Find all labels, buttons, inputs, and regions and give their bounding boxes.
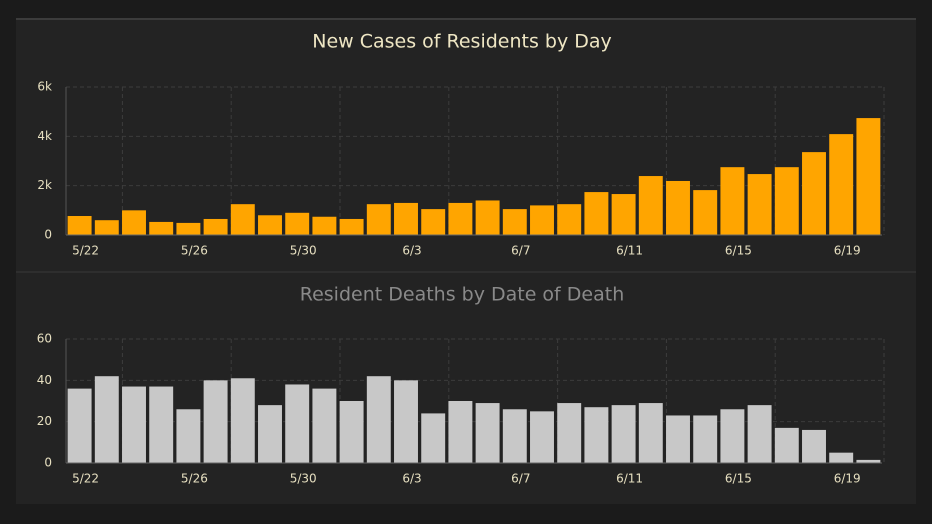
bar — [67, 388, 92, 463]
bar — [448, 401, 473, 463]
chart-title: Resident Deaths by Date of Death — [300, 284, 625, 306]
x-tick-label: 6/11 — [616, 472, 643, 486]
bar — [502, 209, 527, 235]
bar — [421, 209, 446, 235]
bar — [203, 218, 228, 235]
bar — [176, 409, 201, 463]
bar — [638, 403, 663, 463]
bar — [666, 415, 690, 463]
bar — [530, 205, 554, 235]
bar — [258, 215, 282, 235]
bar — [557, 403, 582, 463]
x-tick-label: 6/19 — [834, 244, 861, 258]
bar — [285, 212, 310, 235]
bar — [747, 405, 772, 463]
x-tick-label: 6/15 — [725, 244, 752, 258]
bar — [475, 200, 500, 235]
bar — [94, 376, 119, 463]
bar — [366, 376, 391, 463]
x-tick-label: 6/15 — [725, 472, 752, 486]
bar — [829, 452, 854, 463]
bar — [67, 216, 92, 235]
bar — [421, 413, 446, 463]
bar — [258, 405, 282, 463]
bar — [666, 180, 690, 235]
bar — [693, 415, 718, 463]
x-tick-label: 6/19 — [834, 472, 861, 486]
bar — [149, 221, 174, 235]
bar — [230, 378, 255, 463]
bar — [394, 202, 418, 235]
y-tick-label: 4k — [37, 129, 52, 143]
bar — [829, 134, 854, 235]
bar — [530, 411, 554, 463]
x-tick-label: 6/11 — [616, 244, 643, 258]
bar — [584, 407, 609, 463]
bar — [94, 220, 119, 235]
bar — [747, 174, 772, 235]
bar — [720, 167, 745, 235]
bar — [122, 210, 146, 235]
bar — [122, 386, 146, 463]
bar — [856, 459, 881, 463]
x-tick-label: 5/30 — [290, 472, 317, 486]
bar — [394, 380, 418, 463]
y-tick-label: 2k — [37, 178, 52, 192]
y-tick-label: 20 — [37, 414, 52, 428]
bar — [176, 222, 201, 235]
x-tick-label: 6/7 — [511, 244, 530, 258]
x-tick-label: 5/22 — [72, 472, 99, 486]
bar — [285, 384, 310, 463]
bar — [611, 405, 636, 463]
bar — [475, 403, 500, 463]
bar — [502, 409, 527, 463]
bar — [693, 190, 718, 235]
bar — [366, 204, 391, 235]
bar — [720, 409, 745, 463]
y-tick-label: 0 — [44, 456, 52, 470]
bar — [774, 167, 799, 235]
x-tick-label: 6/3 — [402, 472, 421, 486]
bar — [203, 380, 228, 463]
x-tick-label: 6/7 — [511, 472, 530, 486]
bar — [611, 194, 636, 235]
bar — [312, 388, 337, 463]
y-tick-label: 6k — [37, 80, 52, 94]
chart-title: New Cases of Residents by Day — [312, 31, 612, 53]
bar — [856, 118, 881, 235]
bar — [557, 204, 582, 235]
bar — [638, 176, 663, 235]
bar — [584, 192, 609, 235]
x-tick-label: 5/30 — [290, 244, 317, 258]
y-tick-label: 60 — [37, 332, 52, 346]
y-tick-label: 0 — [44, 228, 52, 242]
bar — [312, 216, 337, 235]
bar — [339, 218, 364, 235]
bar — [448, 202, 473, 235]
bar — [802, 429, 826, 463]
bar — [230, 204, 255, 235]
x-tick-label: 5/26 — [181, 244, 208, 258]
y-tick-label: 40 — [37, 373, 52, 387]
bar — [339, 401, 364, 463]
bar — [802, 152, 826, 235]
x-tick-label: 6/3 — [402, 244, 421, 258]
bar — [774, 427, 799, 463]
x-tick-label: 5/26 — [181, 472, 208, 486]
x-tick-label: 5/22 — [72, 244, 99, 258]
bar — [149, 386, 174, 463]
